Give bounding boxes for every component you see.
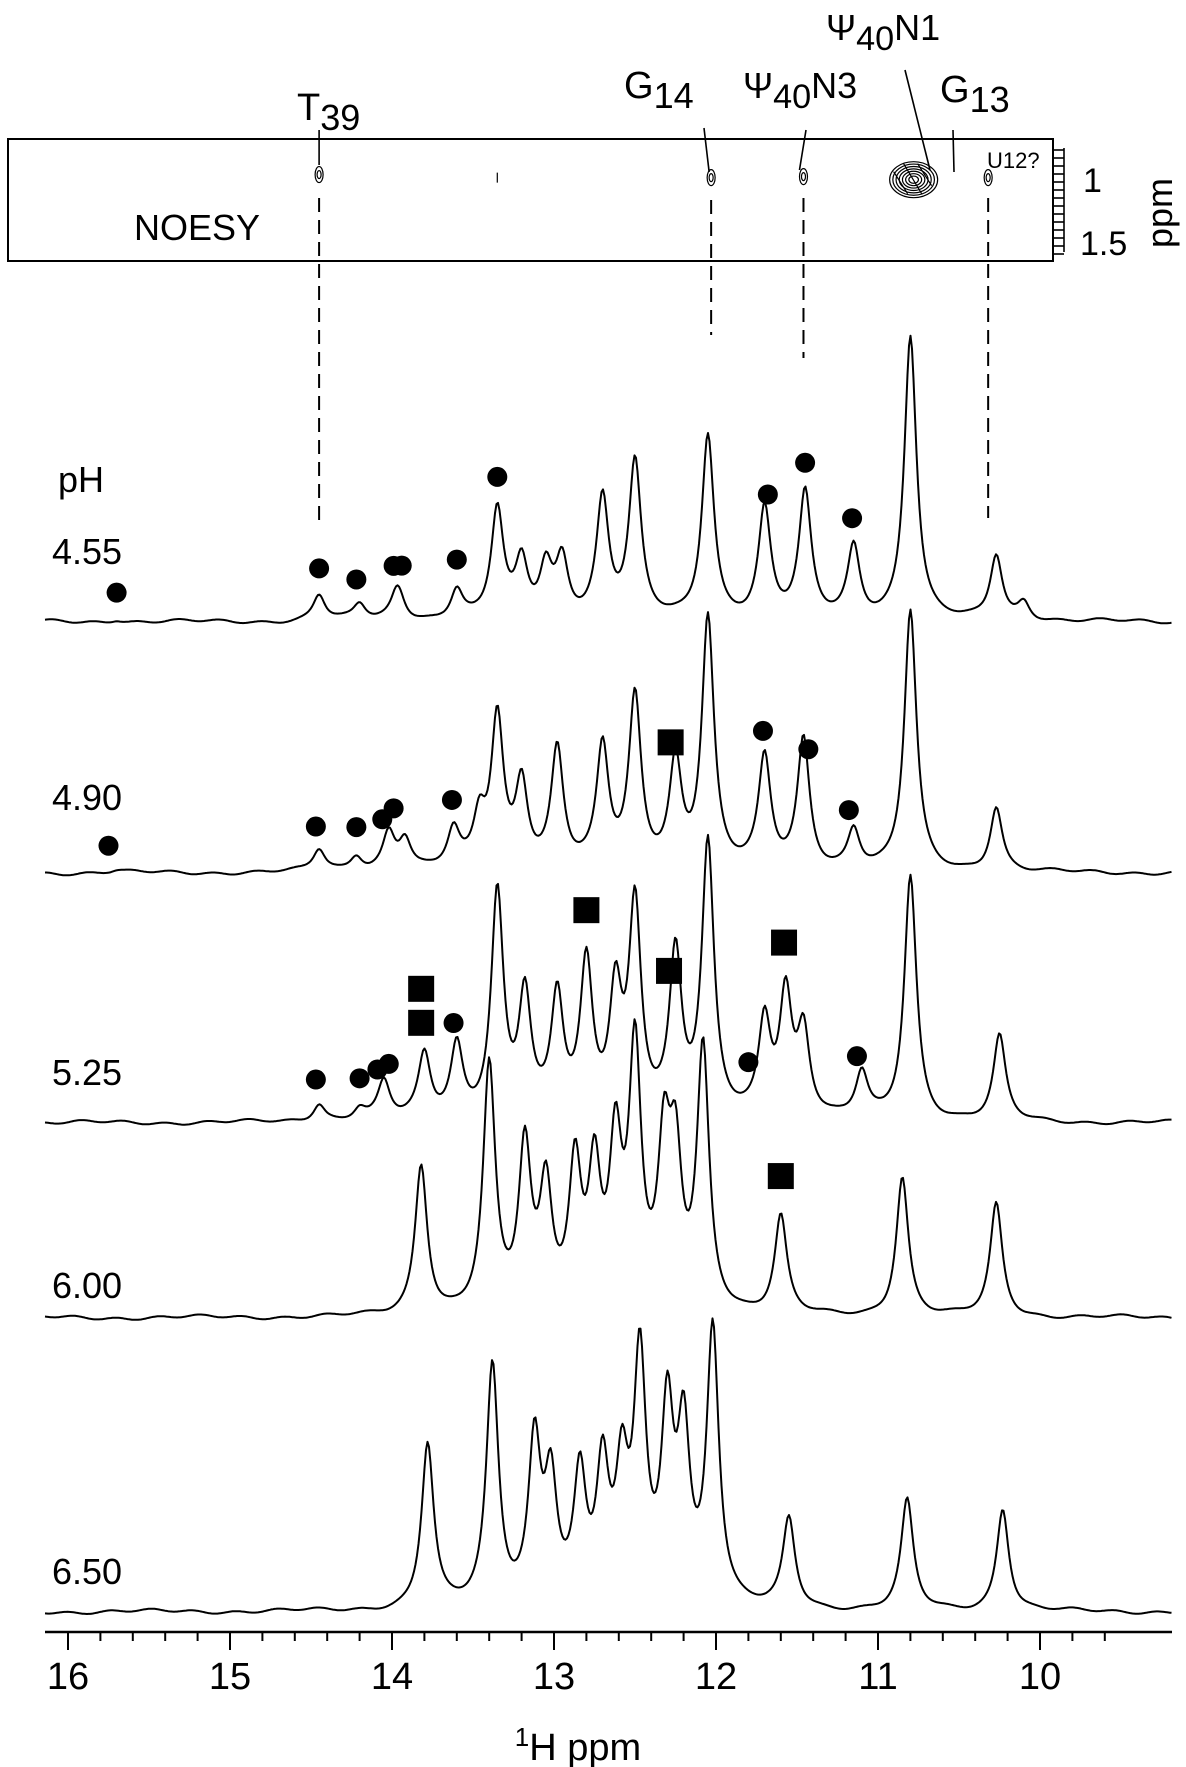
cross-peak: [706, 169, 716, 187]
cross-peak: [983, 169, 993, 187]
circle-marker: [757, 484, 778, 505]
circle-marker: [378, 1053, 399, 1074]
square-marker: [573, 897, 600, 924]
circle-marker: [349, 1068, 370, 1089]
x-tick-label: 14: [371, 1656, 413, 1698]
noesy-y-tick-1-5: 1.5: [1080, 225, 1127, 263]
square-marker: [771, 929, 798, 956]
assignment-U12: U12?: [987, 148, 1040, 173]
square-marker: [767, 1163, 794, 1190]
circle-marker: [309, 558, 330, 579]
leader-line: [952, 129, 955, 173]
noesy-y-axis: [1054, 148, 1065, 255]
noesy-cross-peaks: [314, 161, 993, 199]
assignment-text: U12?: [987, 148, 1040, 173]
circle-marker: [443, 1013, 464, 1034]
assignment-text: G13: [940, 69, 1010, 120]
noesy-y-tick-1: 1: [1083, 162, 1102, 200]
circle-marker: [383, 798, 404, 819]
assignment-G13: G13: [940, 69, 1010, 173]
x-tick-label: 15: [209, 1656, 251, 1698]
circle-marker: [441, 789, 462, 810]
leader-line: [703, 127, 710, 173]
circle-marker: [446, 549, 467, 570]
spectra: 4.55 4.90 5.25 6.00 6.50: [44, 334, 1172, 1615]
circle-marker: [795, 452, 816, 473]
assignment-text: Ψ40N3: [743, 65, 857, 116]
assignment-G14: G14: [624, 65, 710, 173]
square-marker: [657, 729, 684, 756]
cross-peak: [798, 168, 809, 186]
circle-marker: [798, 739, 819, 760]
x-tick-label: 13: [533, 1656, 575, 1698]
x-tick-label: 12: [695, 1656, 737, 1698]
ph-value-label: 5.25: [52, 1052, 122, 1093]
ph-value-label: 6.50: [52, 1551, 122, 1592]
x-tick-label: 10: [1019, 1656, 1061, 1698]
circle-marker: [846, 1046, 867, 1067]
ph-value-label: 4.55: [52, 531, 122, 572]
spectrum-ph-4-90: [45, 608, 1172, 877]
circle-marker: [305, 1069, 326, 1090]
leader-line: [798, 129, 807, 171]
assignment-40N1: Ψ40N1: [826, 7, 940, 171]
circle-marker: [487, 466, 508, 487]
spectrum-ph-6-00: [44, 1018, 1172, 1321]
x-tick-label: 16: [47, 1656, 89, 1698]
guide-lines: [318, 198, 990, 520]
spectrum-ph-4-55: [44, 334, 1172, 625]
circle-marker: [842, 508, 863, 529]
spectrum-ph-5-25: [44, 833, 1172, 1126]
ph-value-label: 4.90: [52, 777, 122, 818]
noesy-panel: NOESY 1 1.5 ppm: [7, 138, 1180, 263]
ph-label: pH: [58, 459, 104, 500]
x-axis-label: 1H ppm: [515, 1722, 641, 1767]
circle-marker: [738, 1052, 759, 1073]
circle-marker: [346, 817, 367, 838]
noesy-label: NOESY: [134, 207, 260, 248]
cross-peak: [889, 161, 939, 199]
x-tick-label: 11: [858, 1656, 897, 1698]
circle-marker: [838, 800, 859, 821]
circle-marker: [391, 555, 412, 576]
assignment-text: G14: [624, 65, 694, 116]
assignment-text: Ψ40N1: [826, 7, 940, 58]
x-axis: 16 15 14 13 12 11 10: [45, 1630, 1172, 1698]
noesy-frame: [7, 138, 1054, 262]
square-marker: [408, 975, 435, 1002]
square-marker: [408, 1009, 435, 1036]
assignment-40N3: Ψ40N3: [743, 65, 857, 171]
noesy-y-unit: ppm: [1139, 178, 1180, 248]
assignment-T39: T39: [297, 87, 360, 165]
markers: [98, 452, 867, 1190]
circle-marker: [106, 582, 127, 603]
ph-value-label: 6.00: [52, 1265, 122, 1306]
assignment-text: T39: [297, 87, 360, 138]
spectrum-ph-6-50: [44, 1317, 1172, 1615]
circle-marker: [305, 816, 326, 837]
square-marker: [656, 957, 683, 984]
circle-marker: [752, 720, 773, 741]
cross-peak: [314, 165, 324, 184]
leader-line: [904, 69, 931, 171]
circle-marker: [98, 835, 119, 856]
circle-marker: [346, 569, 367, 590]
x-axis-label-text: H ppm: [529, 1727, 641, 1767]
x-axis-label-sup: 1: [515, 1722, 529, 1752]
